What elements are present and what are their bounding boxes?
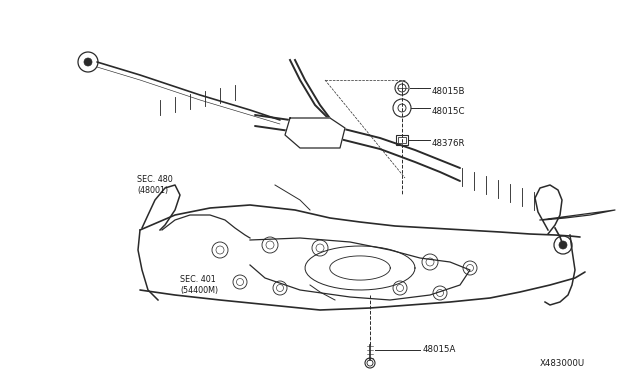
Text: SEC. 480
(48001): SEC. 480 (48001) bbox=[137, 175, 173, 195]
Text: 48015A: 48015A bbox=[423, 346, 456, 355]
Circle shape bbox=[84, 58, 92, 66]
Text: 48015C: 48015C bbox=[432, 106, 465, 115]
Text: SEC. 401
(54400M): SEC. 401 (54400M) bbox=[180, 275, 218, 295]
Bar bbox=[398, 137, 406, 143]
Text: 48376R: 48376R bbox=[432, 138, 465, 148]
Text: 48015B: 48015B bbox=[432, 87, 465, 96]
Text: X483000U: X483000U bbox=[540, 359, 585, 368]
Circle shape bbox=[559, 241, 567, 249]
Bar bbox=[396, 135, 408, 145]
Polygon shape bbox=[285, 118, 345, 148]
